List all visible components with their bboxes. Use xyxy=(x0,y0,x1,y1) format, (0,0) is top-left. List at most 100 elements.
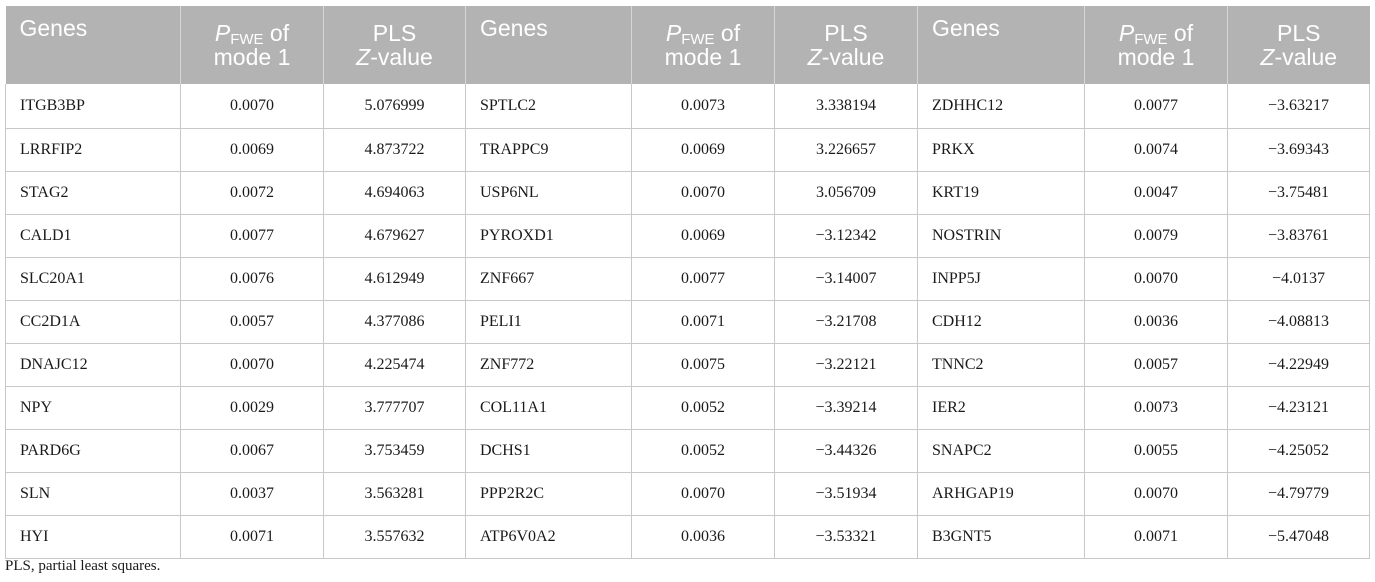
z-pls: PLS xyxy=(824,20,868,46)
z-symbol: Z xyxy=(1260,44,1275,70)
pfwe-cell: 0.0036 xyxy=(631,515,775,559)
z-value-cell: −3.12342 xyxy=(774,214,918,258)
p-mode: mode 1 xyxy=(664,44,742,70)
pfwe-cell: 0.0037 xyxy=(180,472,324,516)
z-value-cell: −3.21708 xyxy=(774,300,918,344)
z-value-cell: −3.83761 xyxy=(1227,214,1370,258)
table-row: STAG2 0.0072 4.694063 USP6NL 0.0070 3.056709 K… xyxy=(5,171,1370,215)
header-pfwe: PFWE of mode 1 xyxy=(631,6,775,84)
z-value-cell: 3.753459 xyxy=(323,429,466,473)
header-pls-z: PLS Z-value xyxy=(323,6,466,84)
z-value-cell: −4.25052 xyxy=(1227,429,1370,473)
gene-table: Genes PFWE of mode 1 PLS Z-value Genes PFWE of… xyxy=(5,6,1370,559)
gene-cell: NOSTRIN xyxy=(917,214,1085,258)
p-symbol: P xyxy=(1118,20,1135,46)
pfwe-cell: 0.0069 xyxy=(180,128,324,172)
p-subscript: FWE xyxy=(681,31,715,48)
pfwe-cell: 0.0072 xyxy=(180,171,324,215)
pfwe-cell: 0.0052 xyxy=(631,429,775,473)
table-body: ITGB3BP 0.0070 5.076999 SPTLC2 0.0073 3.33819… xyxy=(5,84,1370,559)
pfwe-cell: 0.0071 xyxy=(631,300,775,344)
gene-cell: IER2 xyxy=(917,386,1085,430)
pfwe-cell: 0.0057 xyxy=(1084,343,1228,387)
pfwe-cell: 0.0069 xyxy=(631,128,775,172)
p-of: of xyxy=(714,20,741,46)
table-row: ITGB3BP 0.0070 5.076999 SPTLC2 0.0073 3.33819… xyxy=(5,84,1370,129)
gene-cell: ITGB3BP xyxy=(5,84,181,129)
table-row: CC2D1A 0.0057 4.377086 PELI1 0.0071 −3.21708 C… xyxy=(5,300,1370,344)
z-value-cell: 3.338194 xyxy=(774,84,918,129)
gene-cell: PARD6G xyxy=(5,429,181,473)
pfwe-cell: 0.0077 xyxy=(1084,84,1228,129)
gene-cell: HYI xyxy=(5,515,181,559)
p-subscript: FWE xyxy=(230,31,264,48)
header-pls-z: PLS Z-value xyxy=(1227,6,1370,84)
table-header: Genes PFWE of mode 1 PLS Z-value Genes PFWE of… xyxy=(5,6,1370,84)
z-pls: PLS xyxy=(1277,20,1321,46)
z-value-cell: −4.08813 xyxy=(1227,300,1370,344)
pfwe-cell: 0.0074 xyxy=(1084,128,1228,172)
z-value-cell: 3.777707 xyxy=(323,386,466,430)
gene-cell: ZDHHC12 xyxy=(917,84,1085,129)
z-symbol: Z xyxy=(356,44,371,70)
pfwe-cell: 0.0070 xyxy=(1084,472,1228,516)
gene-cell: ZNF772 xyxy=(465,343,632,387)
p-symbol: P xyxy=(665,20,682,46)
header-pls-z: PLS Z-value xyxy=(774,6,918,84)
gene-cell: NPY xyxy=(5,386,181,430)
gene-cell: SPTLC2 xyxy=(465,84,632,129)
z-value-cell: 4.225474 xyxy=(323,343,466,387)
gene-cell: COL11A1 xyxy=(465,386,632,430)
pfwe-cell: 0.0071 xyxy=(180,515,324,559)
gene-cell: INPP5J xyxy=(917,257,1085,301)
gene-cell: DNAJC12 xyxy=(5,343,181,387)
gene-cell: SLN xyxy=(5,472,181,516)
z-value-cell: −3.51934 xyxy=(774,472,918,516)
p-mode: mode 1 xyxy=(1117,44,1195,70)
z-value-cell: −3.75481 xyxy=(1227,171,1370,215)
header-row: Genes PFWE of mode 1 PLS Z-value Genes PFWE of… xyxy=(5,6,1370,84)
z-value-cell: −3.44326 xyxy=(774,429,918,473)
pfwe-cell: 0.0070 xyxy=(1084,257,1228,301)
gene-cell: PELI1 xyxy=(465,300,632,344)
gene-cell: PRKX xyxy=(917,128,1085,172)
z-value-cell: −4.22949 xyxy=(1227,343,1370,387)
pfwe-cell: 0.0069 xyxy=(631,214,775,258)
z-value-cell: 4.873722 xyxy=(323,128,466,172)
table-row: SLN 0.0037 3.563281 PPP2R2C 0.0070 −3.51934 AR… xyxy=(5,472,1370,516)
gene-cell: ARHGAP19 xyxy=(917,472,1085,516)
pfwe-cell: 0.0070 xyxy=(180,84,324,129)
pfwe-cell: 0.0073 xyxy=(631,84,775,129)
z-value-cell: 3.226657 xyxy=(774,128,918,172)
z-value-cell: −5.47048 xyxy=(1227,515,1370,559)
header-genes: Genes xyxy=(465,6,632,84)
gene-cell: PYROXD1 xyxy=(465,214,632,258)
pfwe-cell: 0.0073 xyxy=(1084,386,1228,430)
z-value-cell: −3.69343 xyxy=(1227,128,1370,172)
header-pfwe: PFWE of mode 1 xyxy=(1084,6,1228,84)
gene-cell: TNNC2 xyxy=(917,343,1085,387)
z-value-cell: −3.53321 xyxy=(774,515,918,559)
z-value-cell: 4.694063 xyxy=(323,171,466,215)
gene-cell: CDH12 xyxy=(917,300,1085,344)
table-row: DNAJC12 0.0070 4.225474 ZNF772 0.0075 −3.2212… xyxy=(5,343,1370,387)
z-value-cell: 3.056709 xyxy=(774,171,918,215)
z-value-cell: −3.39214 xyxy=(774,386,918,430)
z-value: -value xyxy=(370,44,433,70)
z-symbol: Z xyxy=(807,44,822,70)
pfwe-cell: 0.0055 xyxy=(1084,429,1228,473)
pfwe-cell: 0.0079 xyxy=(1084,214,1228,258)
pfwe-cell: 0.0067 xyxy=(180,429,324,473)
pfwe-cell: 0.0075 xyxy=(631,343,775,387)
pfwe-cell: 0.0047 xyxy=(1084,171,1228,215)
pfwe-cell: 0.0077 xyxy=(180,214,324,258)
z-value-cell: 5.076999 xyxy=(323,84,466,129)
pfwe-cell: 0.0029 xyxy=(180,386,324,430)
gene-cell: STAG2 xyxy=(5,171,181,215)
gene-cell: TRAPPC9 xyxy=(465,128,632,172)
pfwe-cell: 0.0076 xyxy=(180,257,324,301)
z-value-cell: −4.0137 xyxy=(1227,257,1370,301)
p-of: of xyxy=(1167,20,1194,46)
gene-cell: LRRFIP2 xyxy=(5,128,181,172)
p-of: of xyxy=(263,20,290,46)
